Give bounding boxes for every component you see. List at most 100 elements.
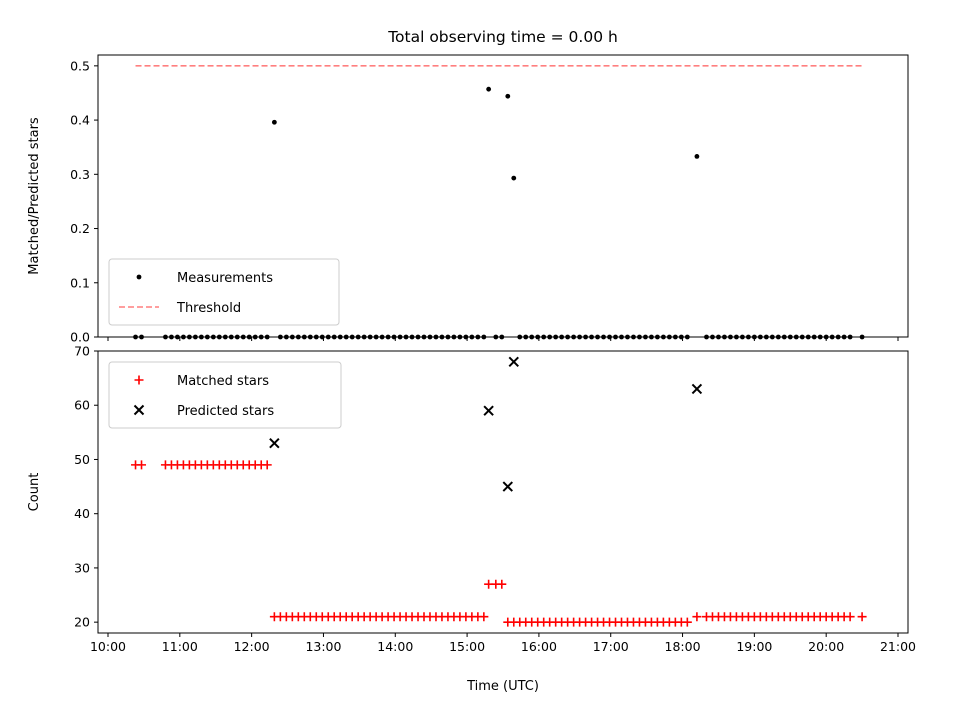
measurement-point <box>469 334 475 340</box>
measurement-point <box>175 334 180 340</box>
measurement-point <box>607 334 612 340</box>
measurement-point <box>439 334 445 340</box>
measurement-point <box>222 334 228 340</box>
measurement-point <box>613 334 618 340</box>
measurement-point <box>409 334 415 340</box>
measurement-point <box>163 334 168 340</box>
measurement-point <box>385 334 391 340</box>
measurement-point <box>781 334 787 340</box>
y-tick-label: 0.2 <box>70 221 90 236</box>
measurement-point <box>499 334 505 340</box>
measurement-point <box>577 334 583 340</box>
x-tick-label: 21:00 <box>880 639 916 654</box>
measurement-point <box>246 334 252 340</box>
measurement-point <box>631 334 636 340</box>
measurement-point <box>186 334 192 340</box>
y-tick-label: 30 <box>74 560 90 575</box>
measurement-point <box>601 334 606 340</box>
measurement-point <box>307 334 313 340</box>
measurement-point <box>728 334 733 340</box>
measurement-point <box>319 334 325 340</box>
legend-label: Measurements <box>177 271 273 286</box>
measurement-point <box>463 334 469 340</box>
measurement-point <box>337 334 343 340</box>
measurement-point <box>169 334 174 340</box>
measurement-point <box>240 334 246 340</box>
measurement-point <box>859 334 865 340</box>
measurement-point <box>427 334 433 340</box>
measurement-point <box>313 334 319 340</box>
measurement-point <box>745 334 751 340</box>
measurement-point <box>343 334 349 340</box>
measurement-point <box>133 334 138 340</box>
measurement-point <box>283 334 289 340</box>
measurement-point <box>565 334 571 340</box>
measurement-point <box>421 334 427 340</box>
measurement-point <box>847 334 853 340</box>
measurement-point <box>505 93 511 99</box>
measurement-point <box>325 334 331 340</box>
measurement-point <box>493 334 499 340</box>
bottom-panel: 10:00 11:00 12:00 13:00 14:00 15:00 16:00 17:00… <box>27 344 916 695</box>
measurement-point <box>373 334 379 340</box>
measurement-point <box>787 334 793 340</box>
measurement-point <box>349 334 355 340</box>
y-tick-label: 70 <box>74 344 90 359</box>
measurement-point <box>198 334 204 340</box>
x-tick-label: 14:00 <box>377 639 413 654</box>
matched-stars-point <box>857 612 867 622</box>
measurement-point <box>204 334 210 340</box>
plot-area <box>131 356 867 627</box>
measurement-point <box>589 334 594 340</box>
x-tick-label: 10:00 <box>90 639 126 654</box>
predicted-stars-point <box>502 481 513 492</box>
matched-stars-point <box>845 612 855 622</box>
legend-label: Matched stars <box>177 374 269 389</box>
legend: Matched stars Predicted stars <box>108 361 342 429</box>
measurement-point <box>192 334 198 340</box>
predicted-stars-point <box>269 437 280 449</box>
measurement-point <box>475 334 481 340</box>
measurement-point <box>486 86 492 92</box>
measurement-point <box>793 334 799 340</box>
matched-stars-point <box>692 612 702 622</box>
measurement-point <box>541 334 547 340</box>
measurement-point <box>637 334 642 340</box>
x-tick-label: 19:00 <box>736 639 772 654</box>
measurement-point <box>403 334 409 340</box>
y-tick-label: 40 <box>74 506 90 521</box>
measurement-point <box>769 334 775 340</box>
legend-swatch-predicted <box>133 404 145 416</box>
y-tick-label: 50 <box>74 452 90 467</box>
predicted-stars-point <box>483 405 494 416</box>
x-tick-label: 13:00 <box>305 639 341 654</box>
measurement-point <box>139 334 144 340</box>
measurement-point <box>571 334 577 340</box>
measurement-point <box>835 334 841 340</box>
measurement-point <box>694 154 700 159</box>
measurement-point <box>216 334 222 340</box>
measurement-point <box>751 334 757 340</box>
matched-stars-point <box>497 579 507 589</box>
measurement-point <box>829 334 835 340</box>
legend-label: Predicted stars <box>177 404 274 419</box>
x-tick-label: 11:00 <box>162 639 198 654</box>
measurement-point <box>445 334 451 340</box>
measurement-point <box>361 334 367 340</box>
measurement-point <box>739 334 745 340</box>
measurement-point <box>181 334 186 340</box>
measurement-point <box>252 334 258 340</box>
x-tick-label: 20:00 <box>808 639 844 654</box>
measurement-point <box>258 334 264 340</box>
measurement-point <box>228 334 234 340</box>
measurement-point <box>672 334 678 340</box>
measurement-point <box>660 334 666 340</box>
measurement-point <box>234 334 240 340</box>
measurement-point <box>457 334 463 340</box>
measurement-point <box>264 334 270 340</box>
measurement-point <box>619 334 624 340</box>
legend-box <box>108 258 340 326</box>
measurement-point <box>763 334 769 340</box>
measurement-point <box>277 334 283 340</box>
y-tick-label: 0.4 <box>70 113 90 128</box>
